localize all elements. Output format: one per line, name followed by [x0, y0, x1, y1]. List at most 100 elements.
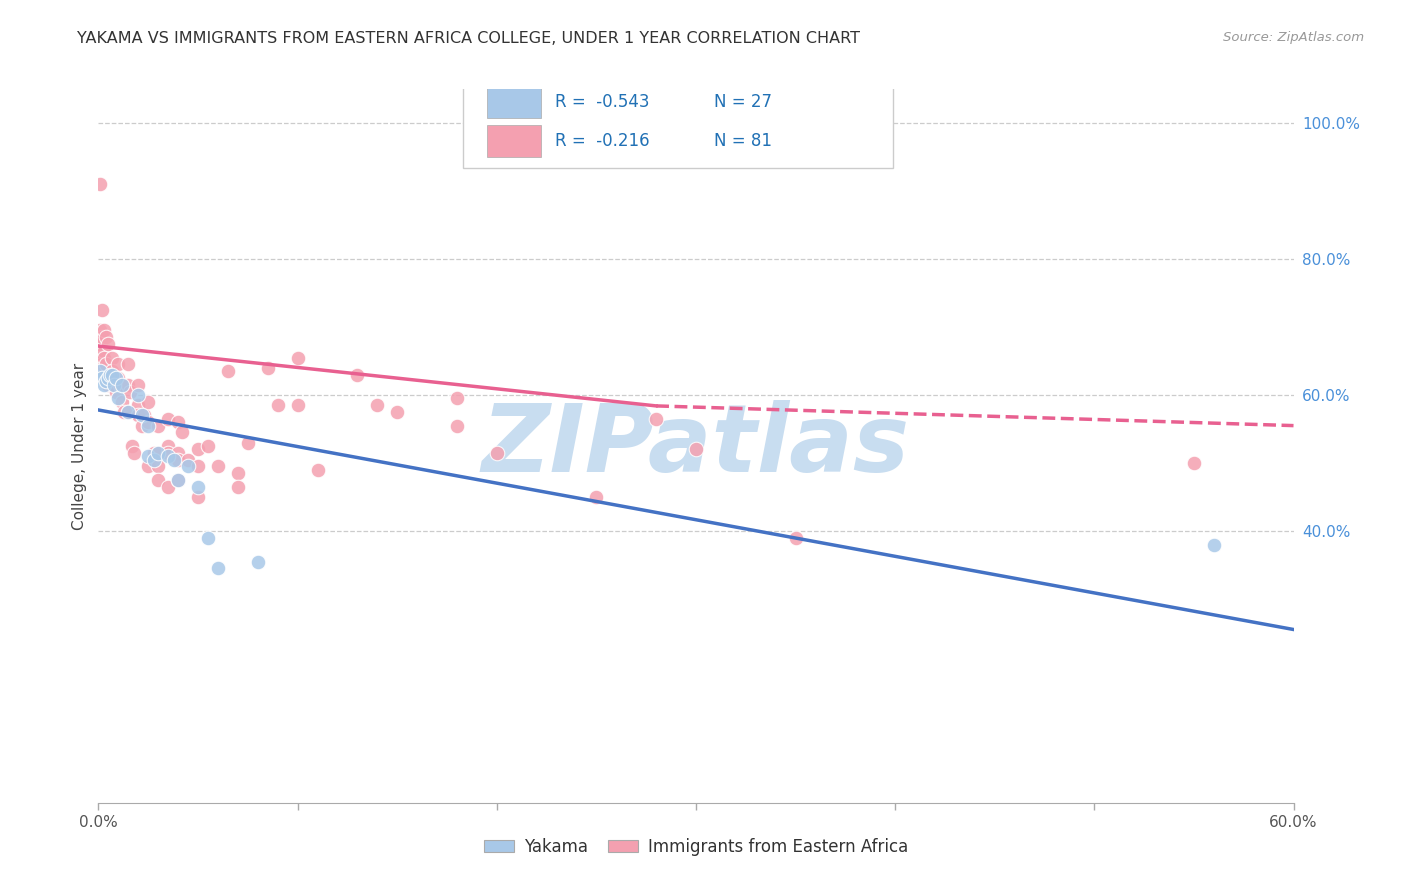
Point: [93, 343, 115, 358]
Point: [127, 398, 149, 412]
Point: [207, 459, 229, 474]
Point: [101, 364, 124, 378]
Point: [148, 418, 170, 433]
Point: [197, 439, 219, 453]
Point: [148, 446, 170, 460]
Point: [785, 531, 807, 545]
Point: [187, 490, 209, 504]
Point: [96, 330, 118, 344]
Point: [93, 351, 115, 365]
Text: ZIPatlas: ZIPatlas: [482, 400, 910, 492]
Point: [207, 561, 229, 575]
Point: [97, 371, 120, 385]
Point: [103, 375, 125, 389]
Point: [148, 459, 170, 474]
Point: [177, 452, 200, 467]
Point: [93, 377, 115, 392]
Point: [385, 405, 409, 419]
Point: [97, 377, 120, 392]
Point: [307, 463, 329, 477]
Point: [117, 405, 139, 419]
Point: [127, 409, 149, 423]
Point: [112, 405, 135, 419]
Point: [346, 368, 368, 382]
Point: [91, 371, 114, 385]
Point: [167, 473, 190, 487]
Point: [136, 415, 159, 429]
Text: N = 81: N = 81: [714, 132, 772, 150]
Point: [101, 351, 124, 365]
Point: [117, 405, 139, 419]
Point: [157, 480, 180, 494]
Point: [645, 412, 668, 426]
Point: [1202, 537, 1225, 551]
Point: [91, 358, 114, 372]
Point: [177, 459, 200, 474]
Text: YAKAMA VS IMMIGRANTS FROM EASTERN AFRICA COLLEGE, UNDER 1 YEAR CORRELATION CHART: YAKAMA VS IMMIGRANTS FROM EASTERN AFRICA…: [77, 31, 860, 46]
Point: [226, 466, 249, 480]
Point: [97, 337, 120, 351]
Point: [98, 371, 122, 385]
Point: [131, 418, 153, 433]
Point: [91, 303, 114, 318]
Bar: [486, 125, 541, 157]
Point: [87, 343, 110, 358]
Point: [134, 409, 156, 423]
Point: [136, 394, 159, 409]
Point: [91, 330, 114, 344]
Point: [163, 452, 186, 467]
Point: [256, 360, 278, 375]
Point: [446, 392, 468, 406]
Y-axis label: College, Under 1 year: College, Under 1 year: [72, 362, 87, 530]
Point: [157, 446, 180, 460]
Point: [226, 480, 249, 494]
Point: [96, 358, 118, 372]
Point: [172, 425, 194, 440]
Point: [446, 418, 468, 433]
Legend: Yakama, Immigrants from Eastern Africa: Yakama, Immigrants from Eastern Africa: [477, 831, 915, 863]
Point: [131, 409, 153, 423]
Point: [107, 371, 129, 385]
Point: [89, 323, 111, 337]
Point: [585, 490, 607, 504]
Point: [197, 531, 219, 545]
Point: [217, 364, 239, 378]
Point: [148, 473, 170, 487]
Point: [143, 452, 166, 467]
Text: R =  -0.216: R = -0.216: [555, 132, 650, 150]
Point: [93, 323, 115, 337]
Point: [117, 358, 139, 372]
Point: [167, 473, 190, 487]
Point: [136, 418, 159, 433]
Point: [187, 442, 209, 457]
Point: [267, 398, 290, 412]
Point: [136, 459, 159, 474]
Text: N = 27: N = 27: [714, 93, 772, 111]
Point: [111, 377, 134, 392]
Point: [89, 364, 111, 378]
Point: [157, 449, 180, 463]
Point: [143, 446, 166, 460]
Point: [287, 351, 309, 365]
Point: [121, 439, 143, 453]
Point: [105, 371, 128, 385]
Point: [124, 446, 146, 460]
Point: [120, 384, 142, 399]
Point: [105, 384, 128, 399]
Point: [117, 377, 139, 392]
Point: [187, 480, 209, 494]
Point: [110, 377, 132, 392]
FancyBboxPatch shape: [463, 78, 893, 168]
Point: [136, 449, 159, 463]
Point: [89, 337, 111, 351]
Point: [101, 368, 124, 382]
Point: [127, 388, 149, 402]
Point: [246, 555, 269, 569]
Point: [91, 351, 114, 365]
Point: [167, 415, 190, 429]
Point: [366, 398, 388, 412]
Point: [167, 446, 190, 460]
Point: [89, 178, 111, 192]
Point: [1182, 456, 1205, 470]
Point: [107, 358, 129, 372]
